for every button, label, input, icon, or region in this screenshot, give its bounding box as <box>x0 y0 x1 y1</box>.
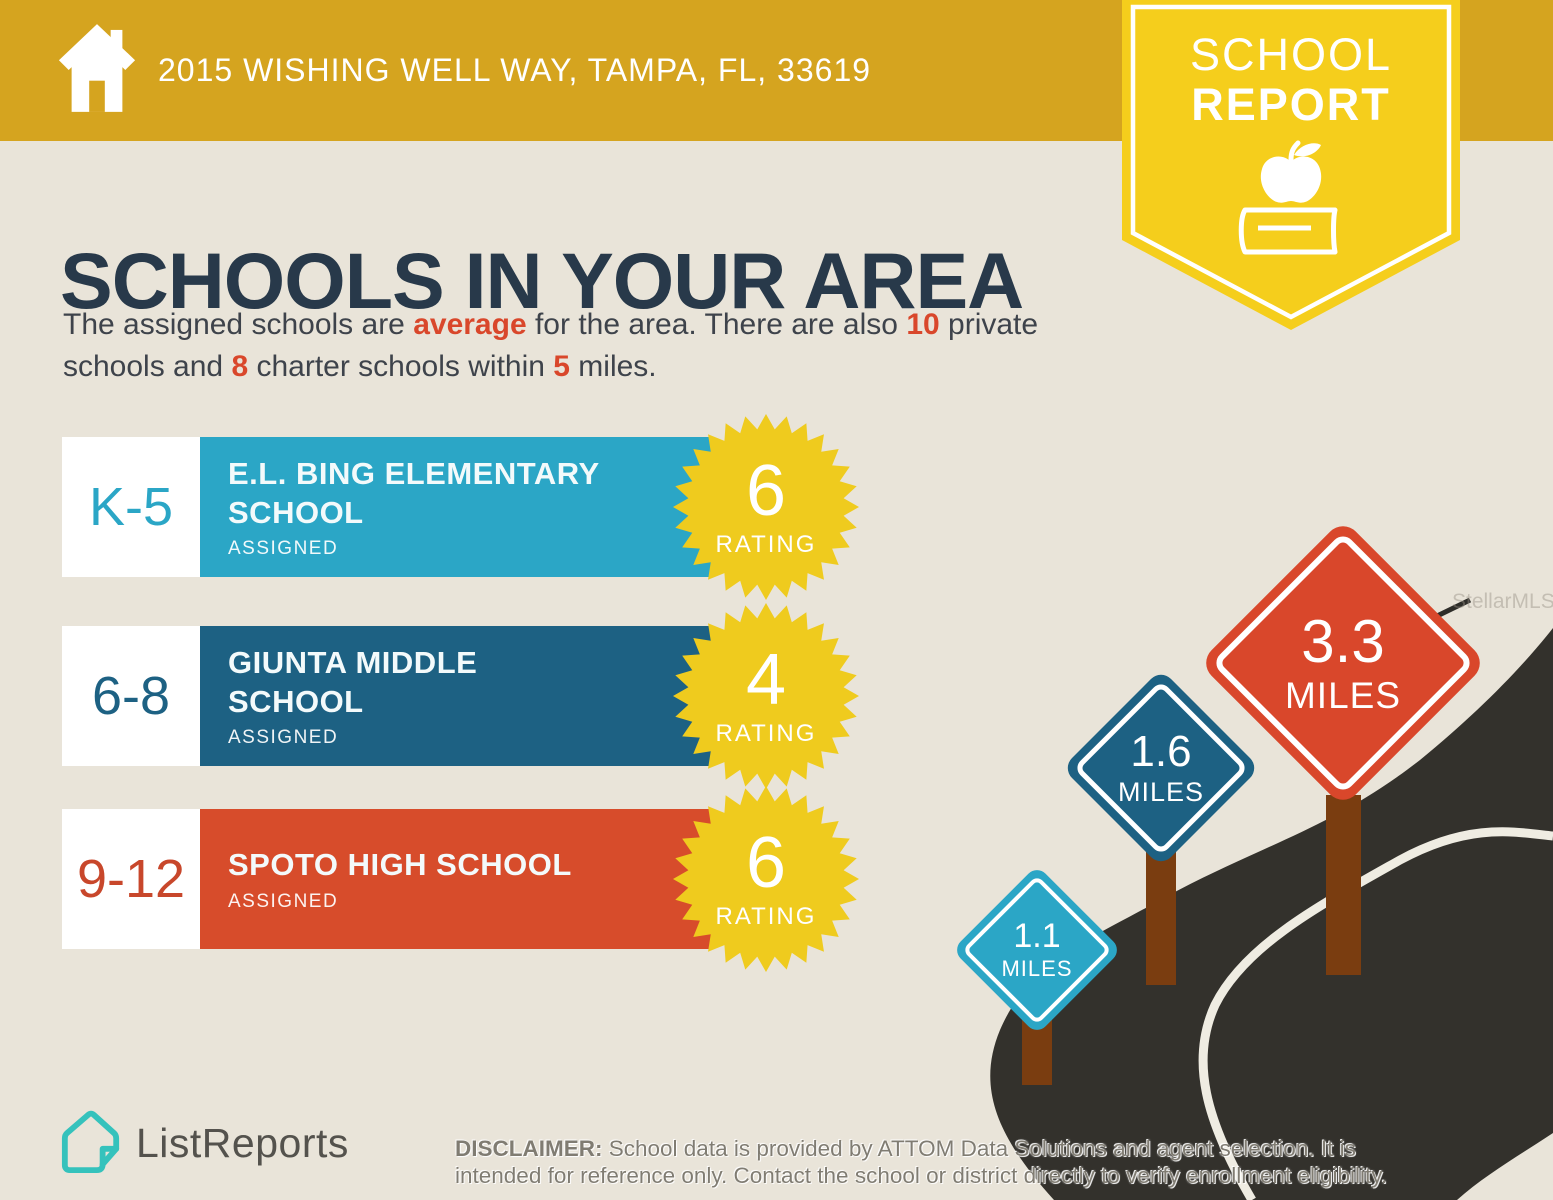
apple-book-icon <box>1238 140 1338 255</box>
distance-unit: MILES <box>1284 675 1402 716</box>
rating-label: RATING <box>715 720 817 747</box>
starburst-icon <box>673 786 859 972</box>
grade-range-box: 6-8 <box>62 626 200 766</box>
grade-range-box: K-5 <box>62 437 200 577</box>
school-name: SPOTO HIGH SCHOOL <box>228 847 572 883</box>
ribbon-line1: SCHOOL <box>1189 29 1393 80</box>
disclaimer: DISCLAIMER: School data is provided by A… <box>455 1135 1440 1189</box>
sign-post <box>1326 795 1361 975</box>
rating-label: RATING <box>715 903 817 930</box>
distance-unit: MILES <box>1117 776 1205 807</box>
sign-post <box>1146 845 1176 985</box>
school-bar: GIUNTA MIDDLE SCHOOL ASSIGNED <box>200 626 712 766</box>
school-row-elementary: K-5 E.L. BING ELEMENTARY SCHOOL ASSIGNED <box>62 437 712 577</box>
ribbon-line2: REPORT <box>1191 79 1391 131</box>
school-row-middle: 6-8 GIUNTA MIDDLE SCHOOL ASSIGNED <box>62 626 712 766</box>
distance-sign-high: 3.3 MILES <box>1198 518 1488 808</box>
watermark: StellarMLS <box>1452 590 1553 613</box>
school-report-ribbon: SCHOOL REPORT <box>1122 0 1460 332</box>
distance-unit: MILES <box>1001 955 1073 981</box>
rating-badge-elementary: 6 RATING <box>673 414 859 600</box>
school-name: E.L. BING ELEMENTARY SCHOOL <box>228 455 600 530</box>
rating-badge-middle: 4 RATING <box>673 603 859 789</box>
disclaimer-label: DISCLAIMER: <box>455 1135 603 1161</box>
rating-label: RATING <box>715 531 817 558</box>
ribbon-title: SCHOOL REPORT <box>1122 29 1460 131</box>
intro-text: The assigned schools are average for the… <box>63 308 1039 383</box>
distance-sign-middle: 1.6 MILES <box>1062 669 1260 867</box>
rating-value: 4 <box>745 640 787 720</box>
school-row-high: 9-12 SPOTO HIGH SCHOOL ASSIGNED <box>62 809 712 949</box>
rating-value: 6 <box>745 823 787 903</box>
grade-range-box: 9-12 <box>62 809 200 949</box>
rating-value: 6 <box>745 451 787 531</box>
distance-sign-elementary: 1.1 MILES <box>952 865 1122 1035</box>
home-icon <box>58 24 136 112</box>
school-status: ASSIGNED <box>228 538 339 560</box>
school-bar: SPOTO HIGH SCHOOL ASSIGNED <box>200 809 712 949</box>
house-page-icon <box>61 1110 120 1174</box>
school-status: ASSIGNED <box>228 727 339 749</box>
property-address: 2015 WISHING WELL WAY, TAMPA, FL, 33619 <box>158 52 872 88</box>
listreports-logo: ListReports <box>60 1110 349 1176</box>
distance-value: 1.1 <box>1013 917 1061 956</box>
school-status: ASSIGNED <box>228 890 339 912</box>
starburst-icon <box>673 414 859 600</box>
grade-range: 9-12 <box>76 849 186 909</box>
grade-range: K-5 <box>88 477 174 537</box>
distance-value: 3.3 <box>1301 608 1385 675</box>
distance-value: 1.6 <box>1130 727 1192 777</box>
school-name: GIUNTA MIDDLE SCHOOL <box>228 644 478 719</box>
page-title: SCHOOLS IN YOUR AREA <box>60 235 1024 325</box>
school-bar: E.L. BING ELEMENTARY SCHOOL ASSIGNED <box>200 437 712 577</box>
grade-range: 6-8 <box>91 666 171 726</box>
starburst-icon <box>673 603 859 789</box>
brand-name: ListReports <box>136 1119 349 1166</box>
rating-badge-high: 6 RATING <box>673 786 859 972</box>
